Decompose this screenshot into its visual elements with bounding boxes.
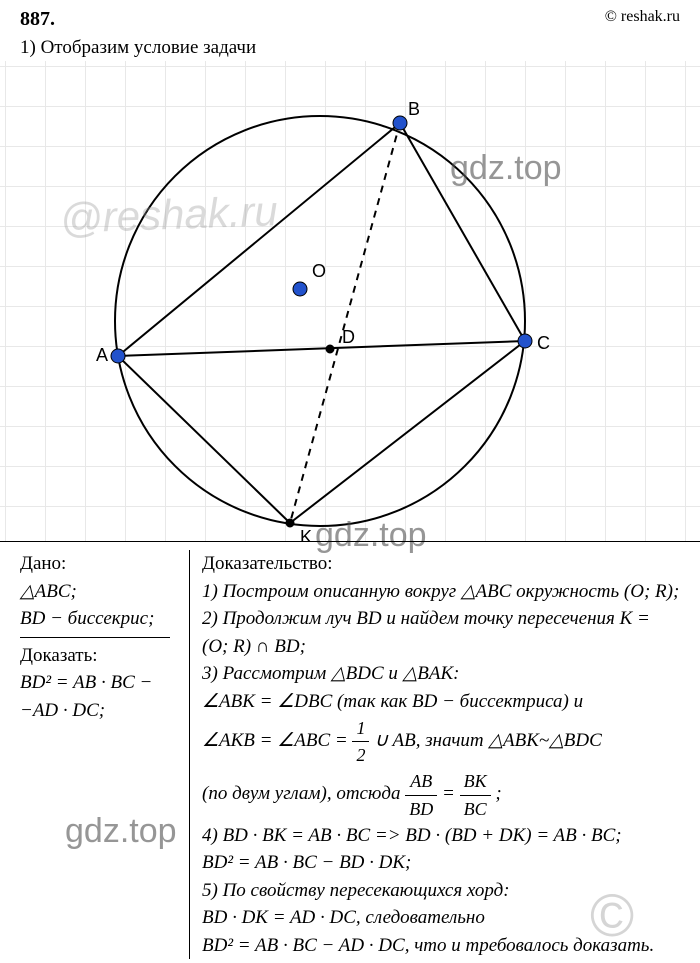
- p3d-mid: =: [442, 783, 460, 804]
- frac-den: 2: [352, 742, 369, 768]
- prove-eq-2: −AD · DC;: [20, 697, 179, 725]
- watermark-gdz-3: gdz.top: [65, 807, 177, 856]
- svg-text:O: O: [312, 261, 326, 281]
- proof-step-4a: 4) BD · BK = AB · BC => BD · (BD + DK) =…: [202, 822, 680, 850]
- proof-step-3c: ∠AKB = ∠ABC = 1 2 ∪ AB, значит △ABK~△BDC: [202, 715, 680, 768]
- geometry-diagram: ABCDOK @reshak.ru gdz.top gdz.top: [0, 61, 700, 541]
- proof-step-3b: ∠ABK = ∠DBC (так как BD − биссектриса) и: [202, 688, 680, 716]
- fraction-bk-bc: BK BC: [460, 768, 491, 821]
- step-1-text: 1) Отобразим условие задачи: [0, 35, 700, 61]
- problem-number: 887.: [20, 8, 55, 31]
- header: 887. © reshak.ru: [0, 0, 700, 35]
- fraction-half: 1 2: [352, 715, 369, 768]
- frac-den: BD: [405, 796, 437, 822]
- diagram-svg: A B C D O K: [0, 61, 700, 541]
- given-triangle: △ABC;: [20, 578, 179, 606]
- frac-num: AB: [405, 768, 437, 795]
- watermark-reshak: @reshak.ru: [59, 187, 278, 243]
- given-title: Дано:: [20, 550, 179, 578]
- prove-eq-1: BD² = AB · BC −: [20, 669, 179, 697]
- frac-num: 1: [352, 715, 369, 742]
- p3d-post: ;: [495, 783, 501, 804]
- proof-step-3a: 3) Рассмотрим △BDC и △BAK:: [202, 660, 680, 688]
- p3c-pre: ∠AKB = ∠ABC =: [202, 730, 352, 751]
- proof-title: Доказательство:: [202, 550, 680, 578]
- frac-num: BK: [460, 768, 491, 795]
- svg-text:A: A: [96, 345, 108, 365]
- copyright-text: © reshak.ru: [605, 8, 680, 31]
- svg-text:D: D: [342, 327, 355, 347]
- p3d-pre: (по двум углам), отсюда: [202, 783, 405, 804]
- svg-text:B: B: [408, 99, 420, 119]
- watermark-gdz-1: gdz.top: [450, 149, 562, 188]
- fraction-ab-bd: AB BD: [405, 768, 437, 821]
- svg-text:K: K: [300, 527, 312, 541]
- prove-title: Доказать:: [20, 642, 179, 670]
- svg-text:C: C: [537, 333, 550, 353]
- proof-step-3d: (по двум углам), отсюда AB BD = BK BC ;: [202, 768, 680, 821]
- proof-step-1: 1) Построим описанную вокруг △ABC окружн…: [202, 578, 680, 606]
- proof-section: Дано: △ABC; BD − биссекрис; Доказать: BD…: [0, 541, 700, 959]
- proof-step-2: 2) Продолжим луч BD и найдем точку перес…: [202, 605, 680, 660]
- section-divider: [20, 637, 170, 638]
- given-column: Дано: △ABC; BD − биссекрис; Доказать: BD…: [20, 550, 190, 959]
- given-bisector: BD − биссекрис;: [20, 605, 179, 633]
- copyright-icon: ©: [590, 872, 634, 959]
- p3c-post: ∪ AB, значит △ABK~△BDC: [374, 730, 602, 751]
- frac-den: BC: [460, 796, 491, 822]
